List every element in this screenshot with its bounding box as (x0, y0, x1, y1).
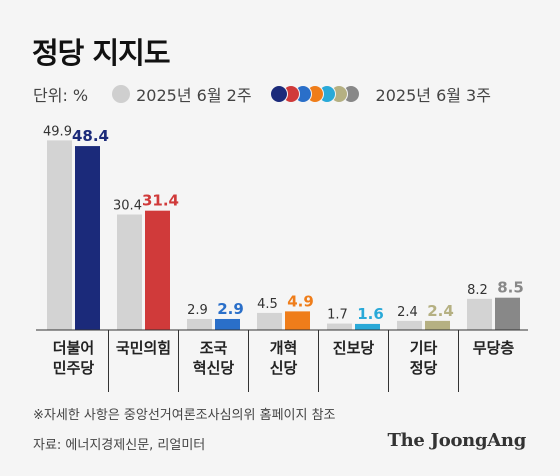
value-label-current: 4.9 (287, 292, 314, 310)
legend-current-swatches (269, 85, 370, 103)
category-label: 조국 (200, 339, 228, 357)
bar-current (75, 146, 100, 330)
bar-prev (467, 298, 492, 330)
category-label: 무당층 (473, 339, 515, 357)
value-label-current: 8.5 (497, 279, 524, 297)
bar-prev (187, 318, 212, 330)
source-note: 자료: 에너지경제신문, 리얼미터 (33, 438, 206, 453)
bar-prev (327, 323, 352, 330)
bar-prev (397, 320, 422, 330)
bar-prev (117, 214, 142, 330)
value-label-prev: 2.9 (187, 303, 208, 318)
category-label: 더불어 (53, 339, 94, 357)
value-label-prev: 49.9 (43, 124, 72, 139)
category-label: 정당 (410, 359, 438, 377)
footnote: ※자세한 사항은 중앙선거여론조사심의위 홈페이지 참조 (33, 408, 336, 423)
legend: 단위: % 2025년 6월 2주 2025년 6월 3주 (33, 84, 491, 105)
bar-current (215, 318, 240, 330)
category-label: 민주당 (53, 359, 95, 377)
value-label-current: 1.6 (357, 305, 384, 323)
value-label-prev: 8.2 (467, 283, 488, 298)
bar-current (355, 323, 380, 330)
value-label-prev: 4.5 (257, 297, 278, 312)
category-label: 신당 (270, 359, 298, 377)
unit-label: 단위: % (33, 86, 89, 105)
value-label-current: 2.9 (217, 300, 244, 318)
bar-current (495, 297, 520, 330)
category-label: 진보당 (333, 339, 375, 357)
chart-title: 정당 지지도 (32, 36, 170, 70)
bar-current (425, 320, 450, 330)
category-label: 혁신당 (193, 359, 235, 377)
category-label: 국민의힘 (116, 339, 171, 357)
legend-prev-swatch (112, 85, 131, 103)
value-label-prev: 1.7 (327, 308, 348, 323)
value-label-prev: 30.4 (113, 198, 142, 213)
legend-prev-label: 2025년 6월 2주 (136, 86, 252, 105)
legend-current-label: 2025년 6월 3주 (375, 86, 491, 105)
bar-current (145, 210, 170, 330)
category-label: 개혁 (270, 339, 298, 357)
publisher-logo: The JoongAng (387, 430, 527, 451)
category-label: 기타 (410, 339, 438, 357)
bar-current (285, 311, 310, 330)
bar-prev (47, 140, 72, 330)
value-label-current: 31.4 (142, 192, 179, 210)
value-label-current: 2.4 (427, 302, 454, 320)
value-label-current: 48.4 (72, 127, 109, 145)
legend-current-swatch (269, 85, 288, 103)
value-label-prev: 2.4 (397, 305, 418, 320)
bar-prev (257, 312, 282, 330)
